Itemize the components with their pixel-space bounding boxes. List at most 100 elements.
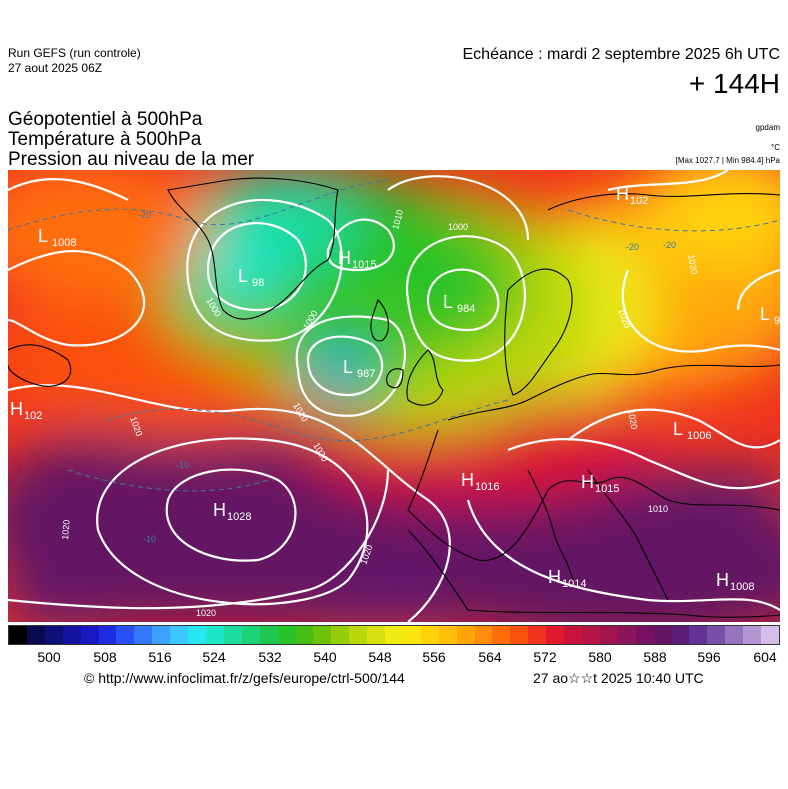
isotherm-label: -20 [138, 210, 151, 220]
pressure-center-letter: L [38, 226, 48, 246]
scale-swatch [725, 626, 744, 644]
scale-tick: 548 [368, 649, 392, 665]
scale-swatch [259, 626, 278, 644]
isobar-label: 1020 [60, 519, 72, 540]
temperature-labels: -20 -20 -20 -10 -10 [138, 210, 676, 544]
pressure-center-letter: L [343, 357, 353, 377]
pressure-max-min: [Max 1027.7 | Min 984.4] hPa [675, 156, 780, 165]
scale-swatch [349, 626, 368, 644]
pressure-center-value: 102 [630, 195, 648, 207]
scale-swatch [653, 626, 672, 644]
scale-swatch [26, 626, 45, 644]
pressure-center-letter: H [716, 570, 729, 590]
coastlines [8, 177, 780, 618]
scale-swatch [134, 626, 153, 644]
scale-tick: 508 [93, 649, 117, 665]
scale-tick: 596 [697, 649, 721, 665]
scale-swatch [528, 626, 547, 644]
isotherm-label: -20 [626, 242, 639, 252]
param-geopotential: Géopotentiel à 500hPa [8, 109, 203, 130]
pressure-center-value: 1016 [475, 481, 499, 493]
temperature-isotherms [8, 179, 780, 492]
scale-swatch [62, 626, 81, 644]
pressure-center-value: 984 [457, 303, 475, 315]
scale-swatch [635, 626, 654, 644]
color-scale [8, 625, 780, 645]
pressure-center-value: 1028 [227, 511, 251, 523]
pressure-center-value: 1014 [562, 578, 586, 590]
scale-swatch [743, 626, 762, 644]
scale-swatch [599, 626, 618, 644]
isobar-label: 1020 [196, 608, 216, 618]
scale-swatch [80, 626, 99, 644]
scale-swatch [492, 626, 511, 644]
param-temperature: Température à 500hPa [8, 129, 202, 150]
pressure-center-letter: L [760, 304, 770, 324]
scale-swatch [707, 626, 726, 644]
scale-swatch [367, 626, 386, 644]
pressure-center-value: 1008 [730, 581, 754, 593]
scale-tick: 516 [148, 649, 172, 665]
scale-swatch [205, 626, 224, 644]
scale-swatch [456, 626, 475, 644]
scale-tick: 564 [478, 649, 502, 665]
scale-swatch [44, 626, 63, 644]
pressure-center-letter: L [238, 266, 248, 286]
pressure-center-letter: H [461, 470, 474, 490]
generation-time: 27 ao☆☆t 2025 10:40 UTC [533, 670, 704, 686]
pressure-center-value: 1015 [352, 259, 376, 271]
scale-tick: 588 [643, 649, 667, 665]
scale-swatch [116, 626, 135, 644]
pressure-center-value: 1015 [595, 483, 619, 495]
scale-tick: 532 [258, 649, 282, 665]
scale-swatch [385, 626, 403, 644]
scale-swatch [331, 626, 350, 644]
pressure-center-letter: H [338, 248, 351, 268]
scale-swatch [474, 626, 493, 644]
isobar-label: 1010 [648, 504, 668, 514]
source-url[interactable]: © http://www.infoclimat.fr/z/gefs/europe… [84, 670, 405, 686]
scale-swatch [546, 626, 565, 644]
scale-swatch [223, 626, 242, 644]
scale-swatch [582, 626, 600, 644]
scale-swatch [617, 626, 636, 644]
pressure-center-letter: H [581, 472, 594, 492]
unit-temperature: °C [771, 143, 780, 152]
pressure-center-value: 98 [252, 277, 264, 289]
unit-geopotential: gpdam [755, 123, 780, 132]
isotherm-label: -10 [143, 534, 156, 544]
scale-tick: 572 [533, 649, 557, 665]
scale-swatch [420, 626, 439, 644]
scale-swatch [689, 626, 708, 644]
pressure-center-letter: H [10, 399, 23, 419]
geopotential-field [8, 170, 780, 622]
scale-swatch [438, 626, 457, 644]
pressure-center-letter: L [673, 419, 683, 439]
scale-tick: 500 [37, 649, 61, 665]
scale-swatch [564, 626, 582, 644]
run-date: 27 aout 2025 06Z [8, 61, 103, 75]
isotherm-label: -10 [176, 460, 189, 470]
scale-tick: 556 [422, 649, 446, 665]
isobar-label: 1020 [686, 254, 699, 275]
scale-tick: 604 [753, 649, 777, 665]
scale-tick: 540 [313, 649, 337, 665]
forecast-horizon: + 144H [688, 68, 780, 99]
pressure-center-value: 99 [774, 315, 780, 327]
scale-swatch [188, 626, 206, 644]
pressure-center-value: 987 [357, 368, 375, 380]
scale-tick: 580 [588, 649, 612, 665]
scale-swatch [170, 626, 189, 644]
isobar-label: 1000 [448, 222, 468, 232]
scale-tick: 524 [202, 649, 226, 665]
scale-swatch [241, 626, 260, 644]
scale-swatch [313, 626, 332, 644]
pressure-center-value: 1008 [52, 237, 76, 249]
scale-swatch [277, 626, 296, 644]
isobars [8, 170, 780, 622]
pressure-center-value: 102 [24, 410, 42, 422]
isotherm-label: -20 [663, 240, 676, 250]
scale-swatch [761, 626, 779, 644]
